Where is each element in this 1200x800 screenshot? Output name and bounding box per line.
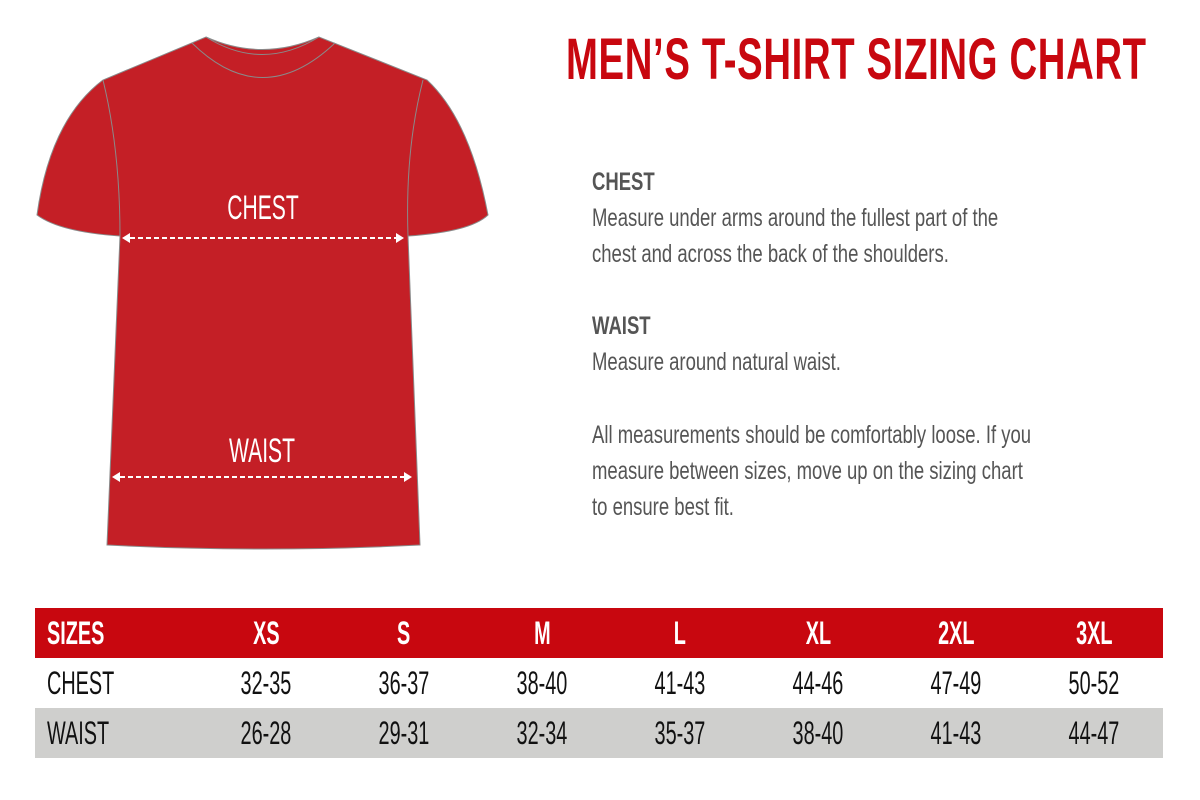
collar-inner <box>205 36 320 55</box>
waist-arrow <box>112 472 412 482</box>
table-cell: 26-28 <box>197 708 335 758</box>
table-cell: 29-31 <box>335 708 473 758</box>
table-cell: 41-43 <box>887 708 1025 758</box>
table-row: WAIST 26-28 29-31 32-34 35-37 38-40 41-4… <box>35 708 1163 758</box>
table-cell: 41-43 <box>611 658 749 708</box>
table-cell: 38-40 <box>473 658 611 708</box>
chest-arrow <box>122 233 404 243</box>
chest-heading: CHEST <box>592 168 655 196</box>
waist-heading: WAIST <box>592 312 651 340</box>
row-label: CHEST <box>35 658 197 708</box>
fit-note-line: All measurements should be comfortably l… <box>592 421 1032 449</box>
table-cell: 47-49 <box>887 658 1025 708</box>
fit-note-line: to ensure best fit. <box>592 493 734 521</box>
chest-description-line: Measure under arms around the fullest pa… <box>592 204 999 232</box>
row-label: WAIST <box>35 708 197 758</box>
table-cell: 44-46 <box>749 658 887 708</box>
table-cell: 32-35 <box>197 658 335 708</box>
sleeve-seam-right <box>407 79 424 237</box>
chest-label: CHEST <box>227 189 299 227</box>
table-cell: 38-40 <box>749 708 887 758</box>
tshirt-illustration <box>36 36 489 550</box>
size-table: SIZES XS S M L XL 2XL 3XL CHEST 32-35 36… <box>35 608 1163 758</box>
table-cell: 44-47 <box>1025 708 1163 758</box>
waist-label: WAIST <box>229 432 295 470</box>
chest-description-line: chest and across the back of the shoulde… <box>592 240 949 268</box>
tshirt-body <box>36 36 489 550</box>
table-cell: 35-37 <box>611 708 749 758</box>
table-cell: 36-37 <box>335 658 473 708</box>
header-cell: M <box>473 608 611 658</box>
table-header-row: SIZES XS S M L XL 2XL 3XL <box>35 608 1163 658</box>
table-cell: 32-34 <box>473 708 611 758</box>
table-row: CHEST 32-35 36-37 38-40 41-43 44-46 47-4… <box>35 658 1163 708</box>
header-cell: 3XL <box>1025 608 1163 658</box>
header-cell: XL <box>749 608 887 658</box>
fit-note-line: measure between sizes, move up on the si… <box>592 457 1023 485</box>
header-cell: L <box>611 608 749 658</box>
header-cell: S <box>335 608 473 658</box>
header-cell: XS <box>197 608 335 658</box>
header-cell: 2XL <box>887 608 1025 658</box>
collar-seam <box>191 42 336 78</box>
table-cell: 50-52 <box>1025 658 1163 708</box>
header-cell: SIZES <box>35 608 197 658</box>
sleeve-seam-left <box>102 79 121 237</box>
page-title: MEN’S T-SHIRT SIZING CHART <box>566 27 1147 92</box>
waist-description: Measure around natural waist. <box>592 348 841 376</box>
